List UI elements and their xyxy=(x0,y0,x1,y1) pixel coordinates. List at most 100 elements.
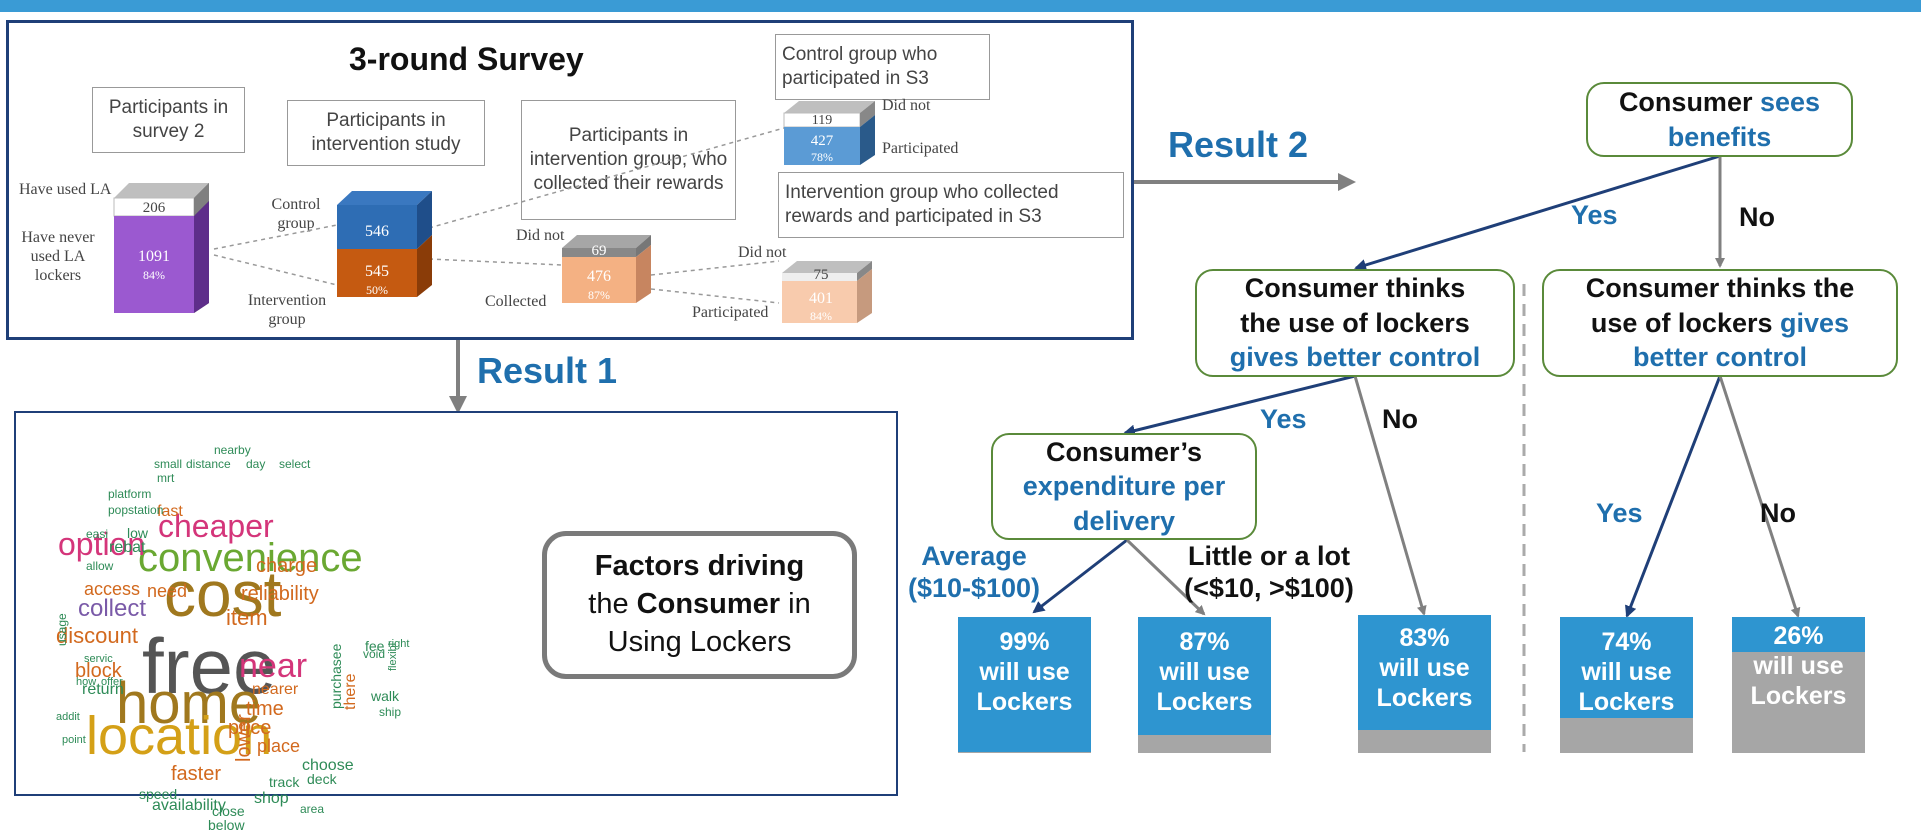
cube-collected: 69 476 87% xyxy=(562,235,651,303)
bar-right-no: 26% will use Lockers xyxy=(1732,617,1865,753)
participated-label-2: Participated xyxy=(882,140,959,157)
wordcloud-word: ship xyxy=(379,705,402,719)
bar-right-no-fill xyxy=(1732,617,1865,653)
right-control-l1: Consumer thinks the xyxy=(1585,273,1855,304)
wordcloud-word: area xyxy=(300,802,325,816)
wordcloud-word: home xyxy=(116,671,262,736)
control-yes-label: Yes xyxy=(1260,404,1307,434)
wordcloud-word: offer xyxy=(101,675,123,688)
did-not-label-2: Did not xyxy=(738,244,787,261)
cube1-top-value: 206 xyxy=(143,200,166,216)
intervention-group-label: Intervention group xyxy=(247,292,327,329)
little-label: Little or a lot (<$10, >$100) xyxy=(1174,540,1364,605)
did-not-label-1: Did not xyxy=(516,227,565,244)
wordcloud-word: shop xyxy=(254,790,289,807)
benefits-no-label: No xyxy=(1739,202,1775,232)
root-blue: sees benefits xyxy=(1667,86,1821,152)
intervention-study-box: Participants in intervention study xyxy=(287,100,485,166)
wordcloud-word: collect xyxy=(78,595,147,622)
node-sees-benefits: Consumer sees benefits xyxy=(1586,82,1853,157)
survey-title: 3-round Survey xyxy=(349,41,584,77)
control-s3-box: Control group who participated in S3 xyxy=(775,34,990,100)
right-control-l2-pre: use of lockers xyxy=(1590,307,1781,338)
average-l1: Average xyxy=(921,541,1027,571)
factors-box: Factors driving the Consumer in Using Lo… xyxy=(542,531,857,679)
wordcloud-word: lower xyxy=(233,714,255,762)
factors-line2-post: in xyxy=(780,588,811,621)
node-right-control: Consumer thinks the use of lockers gives… xyxy=(1542,269,1898,377)
collected-label: Collected xyxy=(485,293,547,310)
have-used-label: Have used LA xyxy=(19,181,112,198)
wordcloud-word: close xyxy=(212,803,245,819)
wordcloud-word: rebat xyxy=(109,539,146,556)
edge-control-no xyxy=(1353,375,1427,616)
bar-control-no-l1: will use xyxy=(1379,654,1470,682)
expenditure-blue2: delivery xyxy=(1072,505,1176,536)
bar-right-yes-text: 74% will use Lockers xyxy=(1560,617,1693,717)
have-never-label: Have never used LA lockers xyxy=(21,229,95,285)
left-control-l1: Consumer thinks xyxy=(1244,273,1466,304)
wordcloud-word: low xyxy=(127,525,149,541)
control-group-label: Control group xyxy=(271,196,321,233)
cube1-bottom-value: 1091 xyxy=(138,248,170,265)
wordcloud-word: walk xyxy=(371,688,400,704)
participated-label-1: Participated xyxy=(692,304,769,321)
edge-control-yes xyxy=(1123,374,1356,437)
wordcloud-word: cheaper xyxy=(158,508,274,544)
wordcloud-word: usage xyxy=(55,613,69,646)
right-no-label: No xyxy=(1760,498,1796,528)
left-control-blue: gives better control xyxy=(1229,342,1481,373)
wordcloud-word: return xyxy=(82,681,124,698)
bar-control-no-l2: Lockers xyxy=(1376,684,1473,712)
edge-average xyxy=(1032,538,1128,614)
wordcloud-word: popstation xyxy=(108,503,164,517)
wordcloud-word: discount xyxy=(56,623,138,648)
wordcloud-word: there xyxy=(342,673,359,710)
intervention-s3-box: Intervention group who collected rewards… xyxy=(778,172,1124,238)
cube2-pct: 50% xyxy=(366,283,388,297)
right-control-l2: use of lockers gives xyxy=(1591,306,1849,341)
bar-control-no-pct: 83% xyxy=(1399,624,1450,652)
bar-average-l2: Lockers xyxy=(976,688,1073,716)
control-no-label: No xyxy=(1382,404,1418,434)
average-label: Average ($10-$100) xyxy=(904,540,1044,605)
right-control-blue: better control xyxy=(1632,342,1807,373)
wordcloud-word: nearer xyxy=(252,681,299,698)
wordcloud-word: platform xyxy=(108,487,152,501)
cube2-top-value: 546 xyxy=(365,223,389,240)
cube-intervention-study: 546 545 50% xyxy=(337,191,432,297)
wordcloud-word: addit xyxy=(56,710,80,723)
wordcloud-word: near xyxy=(239,647,308,685)
result2-label: Result 2 xyxy=(1168,124,1309,165)
cube3-pct: 87% xyxy=(588,288,610,302)
cube4-pct: 84% xyxy=(810,309,832,323)
bar-control-no: 83% will use Lockers xyxy=(1358,615,1491,753)
expenditure-l1: Consumer’s xyxy=(1045,436,1203,467)
factors-line2-bold: Consumer xyxy=(636,588,781,621)
bar-control-no-text: 83% will use Lockers xyxy=(1358,615,1491,713)
cube1-pct: 84% xyxy=(143,268,165,282)
node-expenditure: Consumer’s expenditure per delivery xyxy=(991,433,1257,540)
little-l2: (<$10, >$100) xyxy=(1184,573,1354,604)
bar-average-text: 99% will use Lockers xyxy=(958,617,1091,717)
top-banner xyxy=(0,0,1921,12)
bar-right-yes-l2: Lockers xyxy=(1578,688,1675,716)
left-control-l2: the use of lockers xyxy=(1240,307,1470,338)
bar-average-l1: will use xyxy=(979,658,1070,686)
wordcloud-word: distance xyxy=(186,457,231,471)
cube-s3-control: 119 427 78% xyxy=(783,101,875,165)
expenditure-blue1: expenditure per xyxy=(1022,471,1226,502)
wordcloud-word: faster xyxy=(171,763,222,785)
wordcloud-word: reliability xyxy=(241,583,319,605)
edge-right-no xyxy=(1718,375,1801,618)
bar-average-pct: 99% xyxy=(999,628,1050,656)
wordcloud: free cost home location convenience cheaper op… xyxy=(14,411,454,832)
intervention-collected-box: Participants in intervention group, who … xyxy=(521,100,736,220)
edge-little xyxy=(1125,538,1206,616)
wordcloud-word: nearby xyxy=(214,443,251,457)
bar-little-fill xyxy=(1138,617,1271,736)
wordcloud-word: cost xyxy=(164,558,282,630)
bar-control-no-fill xyxy=(1358,615,1491,730)
wordcloud-word: track xyxy=(269,774,300,790)
bar-right-yes: 74% will use Lockers xyxy=(1560,617,1693,753)
